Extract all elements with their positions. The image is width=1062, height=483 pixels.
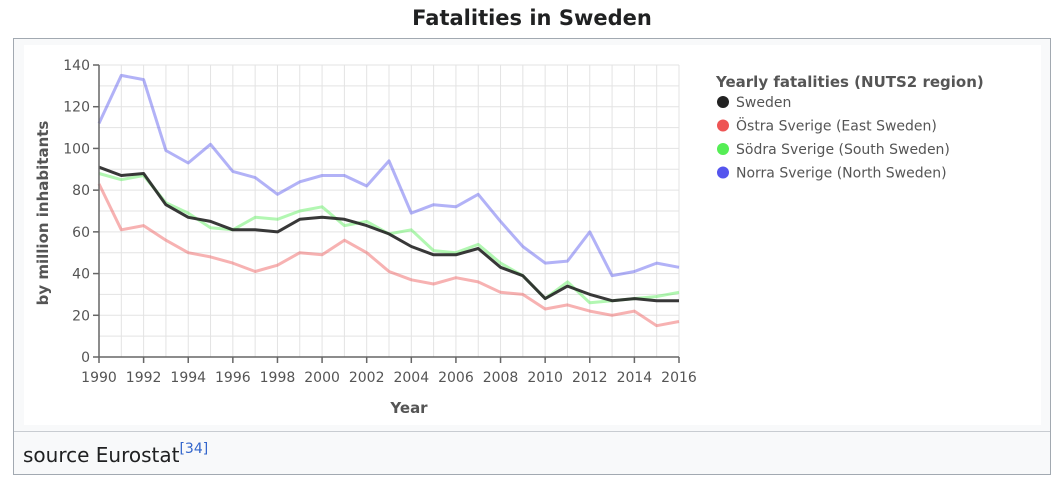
y-tick-label: 40 [72, 267, 90, 283]
legend-swatch [717, 143, 729, 155]
legend-label: Södra Sverige (South Sweden) [736, 142, 950, 158]
y-tick-label: 0 [81, 350, 90, 366]
legend-label: Norra Sverige (North Sweden) [736, 166, 947, 182]
legend-swatch [717, 119, 729, 132]
x-tick-label: 2008 [483, 370, 519, 386]
x-tick-label: 2016 [661, 370, 697, 386]
legend-label: Sweden [736, 95, 791, 111]
y-tick-label: 80 [72, 183, 90, 199]
x-tick-label: 1996 [215, 370, 251, 386]
figure-box: 0 20 40 60 80 100 120 140 1990 1992 1994 1996 1998 20… [13, 38, 1051, 475]
legend-title: Yearly fatalities (NUTS2 region) [715, 73, 984, 91]
series-line [98, 165, 679, 303]
legend-swatch [717, 96, 729, 108]
y-axis-title: by million inhabitants [34, 121, 52, 306]
series-line [97, 73, 680, 278]
caption-text: source Eurostat[34] [23, 441, 208, 467]
x-tick-label: 2000 [304, 370, 340, 386]
series-lines [97, 73, 680, 328]
y-tick-label: 60 [72, 225, 90, 241]
caption: source Eurostat[34] [14, 431, 1050, 475]
x-tick-label: 2014 [617, 370, 653, 386]
x-tick-label: 1992 [126, 370, 162, 386]
page-title: Fatalities in Sweden [412, 6, 652, 30]
x-tick-label: 2004 [393, 370, 429, 386]
chart-area: 0 20 40 60 80 100 120 140 1990 1992 1994 1996 1998 20… [24, 45, 1041, 425]
y-tick-label: 140 [63, 58, 90, 74]
x-tick-label: 1990 [81, 370, 117, 386]
x-tick-label: 2006 [438, 370, 474, 386]
x-axis-title: Year [389, 399, 428, 417]
legend-label: Östra Sverige (East Sweden) [736, 117, 937, 135]
y-tick-label: 100 [63, 141, 90, 157]
citation-link[interactable]: [34] [179, 441, 209, 457]
x-tick-label: 1998 [260, 370, 296, 386]
x-tick-label: 1994 [170, 370, 206, 386]
x-tick-label: 2002 [349, 370, 385, 386]
axes: 0 20 40 60 80 100 120 140 1990 1992 1994 1996 1998 20… [63, 58, 697, 386]
y-tick-label: 120 [63, 100, 90, 116]
grid [98, 64, 680, 358]
legend-swatch [717, 166, 729, 179]
line-chart: 0 20 40 60 80 100 120 140 1990 1992 1994 1996 1998 20… [34, 58, 984, 417]
legend: Yearly fatalities (NUTS2 region) Sweden Ö… [715, 73, 984, 182]
x-tick-label: 2010 [527, 370, 563, 386]
caption-source: source Eurostat [23, 443, 180, 467]
series-line [97, 183, 680, 328]
y-tick-label: 20 [72, 308, 90, 324]
x-tick-label: 2012 [572, 370, 608, 386]
